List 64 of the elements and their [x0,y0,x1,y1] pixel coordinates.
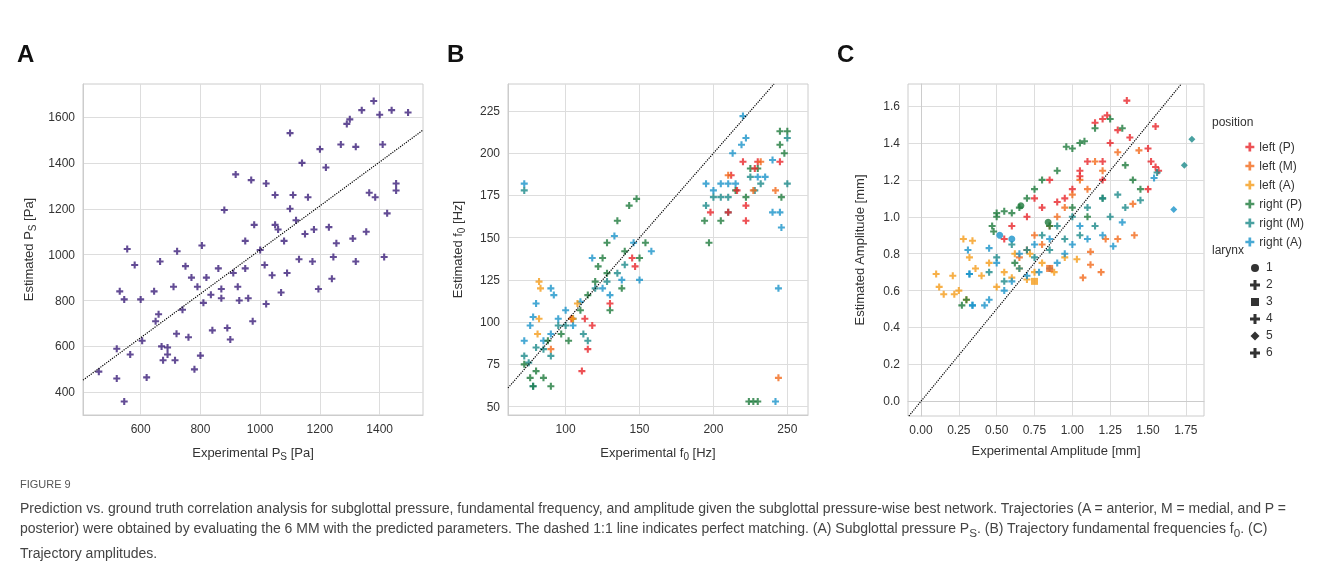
y-tick-label: 400 [54,385,76,400]
x-tick-label: 800 [190,422,211,436]
x-tick-label: 150 [629,422,650,436]
legend-label: right (M) [1259,216,1305,230]
y-axis-title: Estimated Amplitude [mm] [852,174,867,326]
legend-label: left (A) [1259,178,1295,192]
y-axis-title: Estimated PS [Pa] [20,197,38,302]
y-tick-label: 800 [54,293,76,308]
y-tick-label: 175 [479,188,501,203]
y-tick-label: 125 [479,272,501,287]
y-tick-label: 1400 [48,155,76,170]
text: 5 [1266,327,1273,344]
x-tick-label: 600 [130,422,151,436]
y-tick-label: 0.2 [883,357,901,372]
y-tick-label: 600 [54,339,76,354]
x-axis-title: Experimental Amplitude [mm] [971,443,1141,458]
text: 4 [1266,310,1273,327]
text: 6 [1266,344,1273,361]
x-tick-label: 1.75 [1174,423,1198,437]
x-tick-label: 0.75 [1022,423,1047,437]
y-tick-label: 100 [479,315,501,330]
y-tick-label: 0.6 [883,283,901,298]
y-tick-label: 200 [479,146,501,161]
y-tick-label: 0.8 [883,246,901,261]
text: larynx [1212,242,1245,259]
legend-label: left (P) [1259,140,1295,154]
y-tick-label: 225 [479,104,501,119]
y-tick-label: 1.6 [883,99,901,114]
x-tick-label: 1.50 [1136,423,1161,437]
y-tick-label: 50 [486,399,501,414]
text: 1 [1266,259,1273,276]
legend-label: right (A) [1259,235,1303,249]
y-tick-label: 0.0 [883,394,901,409]
y-tick-label: 1600 [48,110,76,125]
x-tick-label: 1200 [306,422,334,436]
x-tick-label: 1000 [246,422,274,436]
y-tick-label: 75 [486,357,501,372]
x-tick-label: 1.25 [1098,423,1123,437]
legend-label: left (M) [1259,159,1297,173]
x-tick-label: 0.00 [909,423,934,437]
caption: FIGURE 9 [20,477,72,492]
y-tick-label: 1200 [48,201,76,216]
x-tick-label: 250 [777,422,798,436]
x-tick-label: 0.50 [985,423,1009,437]
legend-label: right (P) [1259,197,1303,211]
x-tick-label: 200 [703,422,724,436]
x-tick-label: 0.25 [947,423,971,437]
x-tick-label: 100 [555,422,576,436]
y-tick-label: 150 [479,230,501,245]
text: 3 [1266,293,1273,310]
legend-title: position [1212,115,1254,129]
y-tick-label: 1000 [48,247,76,262]
x-tick-label: 1400 [366,422,394,436]
x-tick-label: 1.00 [1060,423,1085,437]
y-tick-label: 1.4 [883,136,901,151]
y-tick-label: 0.4 [883,320,901,335]
y-tick-label: 1.0 [883,209,901,224]
y-tick-label: 1.2 [883,172,901,187]
chart-title: A [17,39,35,67]
chart-title: C [837,39,855,67]
text: Prediction vs. ground truth correlation analysis for subglottal pressure, fundamental frequency, and amplitude given the subglottal pressure-wise best network. Trajectories (A = anterior, M = medial, and P = posterior) were obtained by evaluating the 6 MM with the predicted parameters. The dashed 1:1 line indicates perfect matching. (A) Subglottal pressure P$_{S}$. (B) Trajectory fundamental frequencies f$_{0}$. (C) Trajectory amplitudes. [20,500,1286,561]
text: 2 [1266,276,1273,293]
chart-title: B [447,39,465,67]
y-axis-title: Estimated f0 [Hz] [449,200,467,299]
